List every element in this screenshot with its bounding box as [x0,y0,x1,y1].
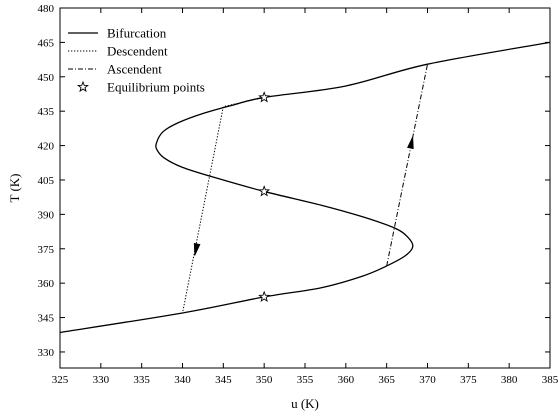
legend-swatch-star [77,80,89,93]
series-lines [59,41,551,334]
arrow-head-ascendent [407,136,414,150]
x-tick-label: 360 [338,374,355,386]
x-tick-label: 380 [501,374,518,386]
y-tick-label: 465 [38,37,55,49]
y-tick-label: 390 [38,209,55,221]
x-axis-label: u (K) [291,396,319,411]
arrow-head-descendent [193,242,201,256]
y-tick-label: 420 [38,141,55,153]
x-tick-label: 370 [419,374,436,386]
x-tick-label: 375 [460,374,477,386]
y-tick-label: 330 [38,347,55,359]
y-tick-label: 360 [38,278,55,290]
legend-label: Ascendent [107,62,162,77]
equilibrium-point-star [258,185,271,197]
legend-label: Descendent [107,44,168,59]
legend-label: Bifurcation [107,26,167,41]
equilibrium-point-star [258,290,271,302]
equilibrium-markers [258,91,271,302]
x-tick-label: 340 [174,374,191,386]
series-line-descendent [182,96,265,314]
y-tick-label: 480 [38,3,55,15]
legend: Bifurcation Descendent Ascendent Equilibriu… [68,26,205,95]
x-tick-label: 365 [378,374,395,386]
y-tick-label: 435 [38,106,55,118]
x-tick-label: 385 [542,374,558,386]
x-tick-label: 350 [256,374,273,386]
x-tick-label: 345 [215,374,232,386]
series-line-bifurcation [59,41,551,334]
y-tick-label: 450 [38,72,55,84]
y-tick-label: 345 [38,313,55,325]
y-tick-label: 375 [38,244,55,256]
x-tick-label: 355 [297,374,314,386]
axis-ticks: 325 330 335 340 345 350 355 360 365 370 375 380 385 3… [38,3,558,386]
y-axis-label: T (K) [7,173,22,202]
equilibrium-point-star [258,91,271,103]
y-tick-label: 405 [38,175,55,187]
series-line-ascendent [386,64,428,267]
legend-label: Equilibrium points [107,80,205,95]
x-tick-label: 330 [93,374,110,386]
x-tick-label: 325 [52,374,69,386]
x-tick-label: 335 [133,374,150,386]
